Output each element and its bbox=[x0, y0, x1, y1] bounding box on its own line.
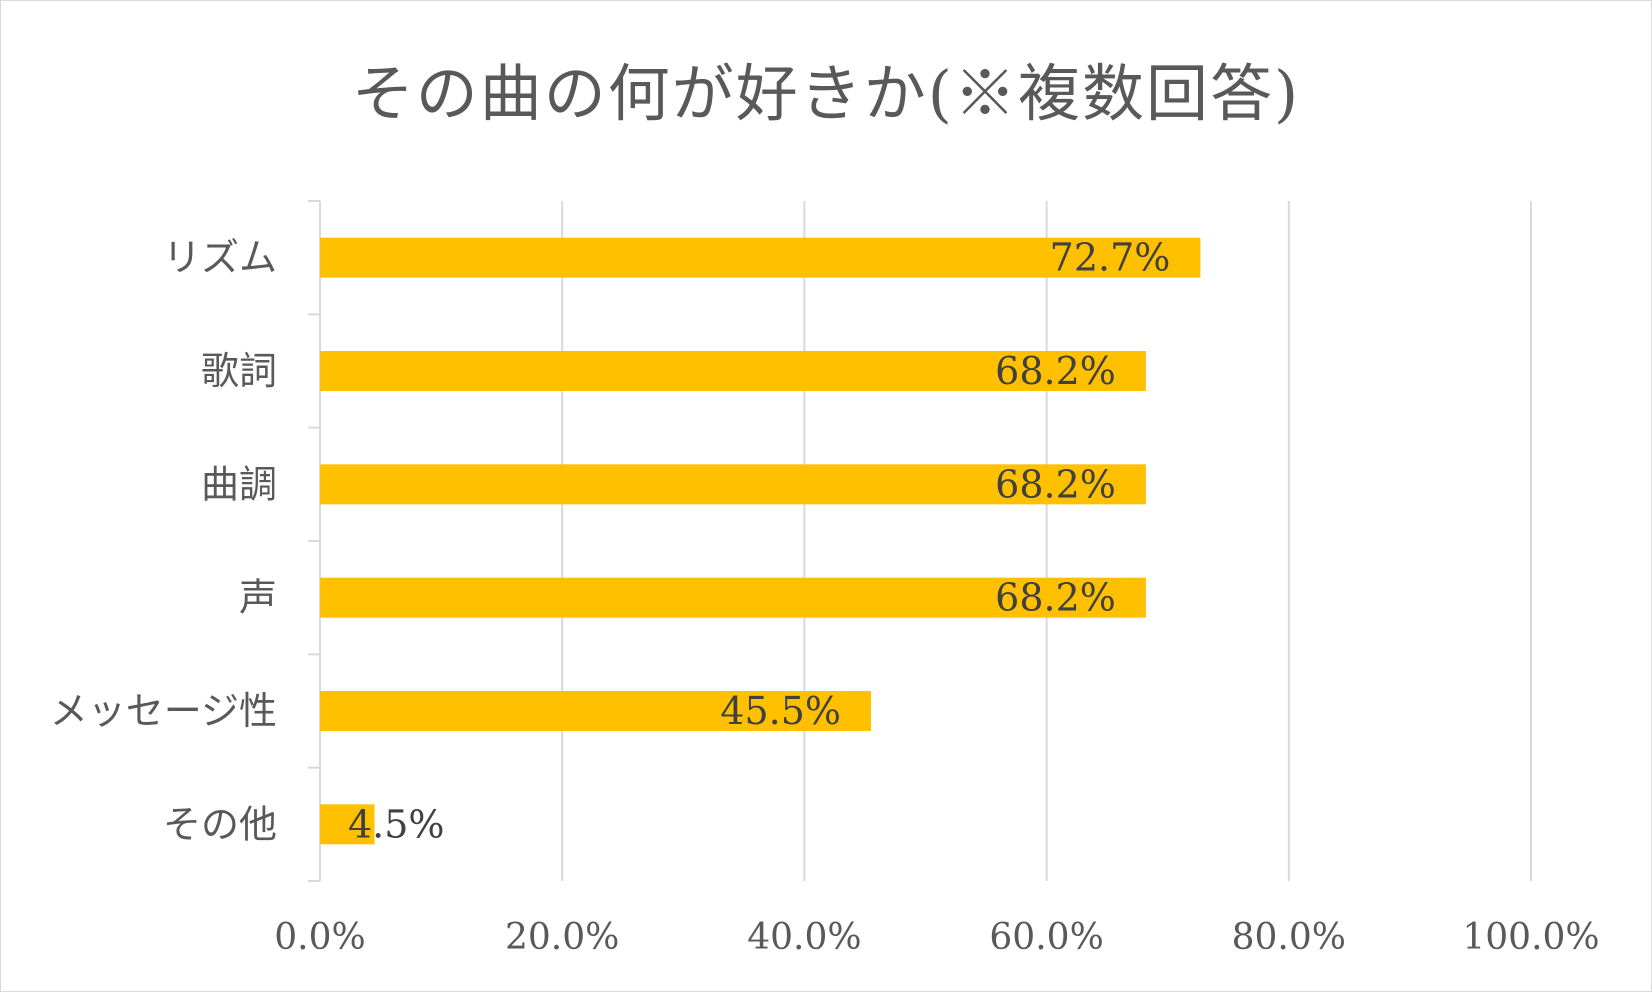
category-label: その他 bbox=[163, 802, 277, 846]
x-tick-label: 20.0% bbox=[505, 917, 619, 958]
bar bbox=[320, 351, 1146, 391]
data-label: 68.2% bbox=[995, 462, 1116, 506]
x-tick-label: 60.0% bbox=[989, 917, 1103, 958]
bar bbox=[320, 577, 1146, 618]
x-tick-label: 100.0% bbox=[1462, 917, 1599, 958]
x-tick-label: 0.0% bbox=[274, 917, 365, 958]
category-label: 曲調 bbox=[201, 462, 277, 506]
bar bbox=[320, 464, 1146, 505]
data-label: 68.2% bbox=[995, 349, 1116, 393]
category-label: 声 bbox=[239, 576, 277, 620]
category-label: リズム bbox=[163, 236, 277, 280]
x-tick-label: 80.0% bbox=[1232, 917, 1346, 958]
data-label: 68.2% bbox=[995, 576, 1116, 620]
category-label: メッセージ性 bbox=[50, 689, 277, 733]
x-tick-label: 40.0% bbox=[747, 917, 861, 958]
bar bbox=[320, 237, 1201, 278]
data-label: 72.7% bbox=[1050, 236, 1171, 280]
category-label: 歌詞 bbox=[201, 349, 277, 393]
chart-title: その曲の何が好きか(※複数回答) bbox=[351, 57, 1301, 130]
bar bbox=[320, 804, 375, 845]
data-label: 45.5% bbox=[720, 689, 841, 733]
bar bbox=[320, 691, 872, 731]
data-label: 4.5% bbox=[348, 802, 445, 846]
